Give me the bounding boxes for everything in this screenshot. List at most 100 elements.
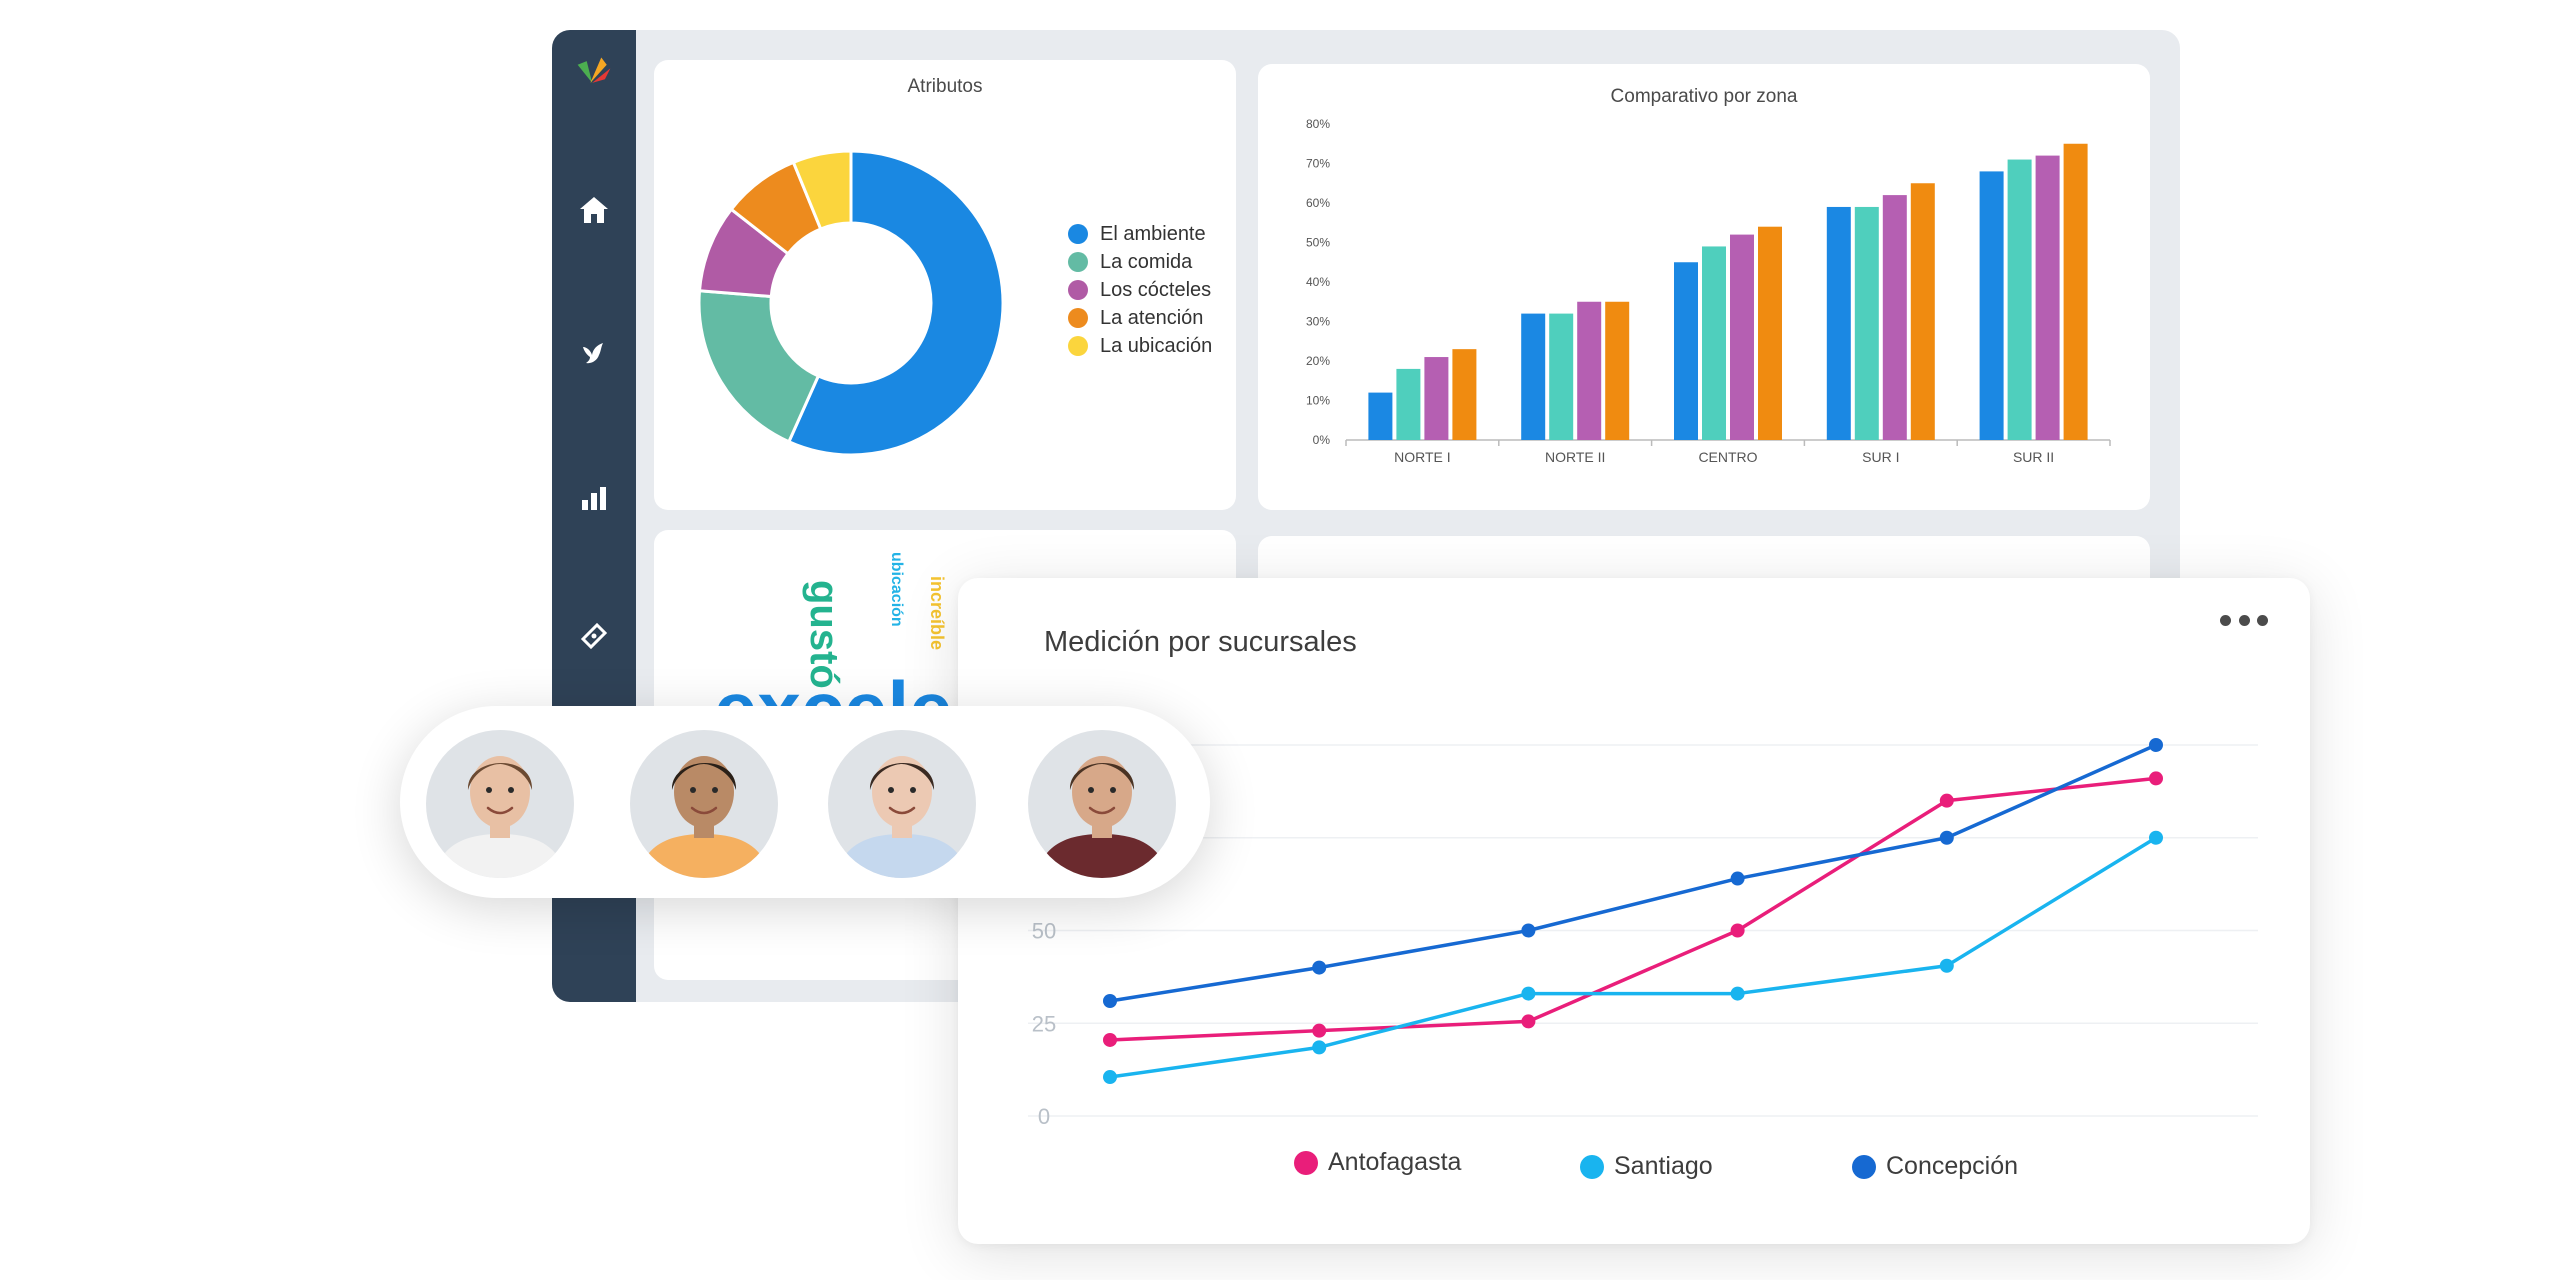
legend-antofagasta[interactable]: Antofagasta (1294, 1148, 1461, 1177)
bar[interactable] (1452, 349, 1477, 440)
avatar-shirt (1036, 834, 1168, 878)
legend-dot (1068, 224, 1088, 244)
bird-icon[interactable] (574, 332, 614, 372)
avatar-shirt (638, 834, 770, 878)
donut-slice[interactable] (786, 149, 1005, 457)
data-point[interactable] (2149, 830, 2163, 845)
bar[interactable] (1424, 357, 1449, 440)
avatar-smile (888, 806, 916, 815)
avatar-eye (486, 787, 492, 793)
legend-item[interactable]: La atención (1068, 304, 1212, 332)
legend-concepcion[interactable]: Concepción (1852, 1152, 2018, 1181)
ticket-icon[interactable] (574, 616, 614, 656)
data-point[interactable] (2149, 738, 2163, 752)
data-point[interactable] (1730, 923, 1745, 938)
bar[interactable] (2035, 155, 2060, 440)
bar[interactable] (1758, 226, 1782, 440)
wordcloud-word: increíble (927, 576, 947, 651)
legend-item[interactable]: Los cócteles (1068, 276, 1212, 304)
avatar-smile (690, 806, 718, 815)
legend-label: La comida (1100, 250, 1193, 273)
bar[interactable] (2063, 143, 2088, 440)
data-point[interactable] (1521, 986, 1536, 1001)
y-tick-label: 0 (1038, 1104, 1050, 1129)
bar[interactable] (1882, 195, 1907, 440)
data-point[interactable] (1103, 1032, 1117, 1047)
data-point[interactable] (1103, 1070, 1117, 1085)
avatar-shirt (434, 834, 566, 878)
avatar[interactable] (1028, 730, 1176, 878)
data-point[interactable] (2149, 771, 2163, 786)
legend-santiago[interactable]: Santiago (1580, 1152, 1713, 1181)
legend-label: Santiago (1614, 1152, 1713, 1180)
y-tick-label: 30% (1306, 315, 1330, 329)
legend-label: La atención (1100, 306, 1204, 329)
more-options-icon[interactable] (2220, 608, 2268, 632)
avatar-eye (508, 787, 514, 793)
y-tick-label: 0% (1313, 433, 1331, 447)
data-point[interactable] (1730, 986, 1745, 1001)
x-tick-label: SUR II (2013, 449, 2054, 465)
bar[interactable] (1396, 368, 1421, 440)
bar[interactable] (1826, 206, 1851, 440)
bar[interactable] (1674, 262, 1698, 440)
bar-chart-icon[interactable] (574, 478, 614, 518)
bar[interactable] (1910, 183, 1935, 440)
bar[interactable] (1549, 313, 1574, 440)
home-icon[interactable] (574, 190, 614, 230)
donut-slice[interactable] (697, 289, 821, 444)
data-point[interactable] (1521, 923, 1536, 938)
logo-icon[interactable] (574, 52, 614, 92)
legend-item[interactable]: La comida (1068, 248, 1212, 276)
x-tick-label: CENTRO (1698, 449, 1757, 465)
donut-legend: El ambiente La comida Los cócteles La atenc… (1068, 220, 1212, 360)
zone-title: Comparativo por zona (1610, 86, 1798, 107)
y-tick-label: 80% (1306, 117, 1330, 131)
bar[interactable] (1730, 234, 1754, 440)
bar[interactable] (1368, 392, 1393, 440)
avatar[interactable] (426, 730, 574, 878)
series-line[interactable] (1109, 776, 2157, 1042)
bar[interactable] (1702, 246, 1726, 440)
team-avatars (400, 706, 1210, 898)
series-line[interactable] (1109, 836, 2157, 1079)
y-tick-label: 60% (1306, 196, 1330, 210)
legend-label: Concepción (1886, 1152, 2019, 1180)
data-point[interactable] (1939, 830, 1954, 845)
legend-label: Los cócteles (1100, 278, 1212, 301)
data-point[interactable] (1521, 1014, 1536, 1029)
bar[interactable] (1577, 301, 1602, 440)
avatar-eye (712, 787, 718, 793)
avatar-eye (690, 787, 696, 793)
data-point[interactable] (1103, 993, 1117, 1008)
data-point[interactable] (1312, 1040, 1327, 1055)
legend-dot (1294, 1150, 1318, 1175)
data-point[interactable] (1312, 960, 1327, 975)
data-point[interactable] (1939, 793, 1954, 808)
series-line[interactable] (1109, 743, 2157, 1003)
avatar[interactable] (828, 730, 976, 878)
bar[interactable] (1605, 301, 1630, 440)
data-point[interactable] (1312, 1023, 1327, 1038)
data-point[interactable] (1730, 871, 1745, 886)
avatar[interactable] (630, 730, 778, 878)
wordcloud-word: ubicación (888, 552, 905, 627)
y-tick-label: 40% (1306, 275, 1330, 289)
legend-dot (1580, 1154, 1604, 1179)
legend-item[interactable]: La ubicación (1068, 332, 1212, 360)
bar[interactable] (2007, 159, 2032, 441)
bar[interactable] (1979, 171, 2004, 440)
y-tick-label: 70% (1306, 157, 1330, 171)
attributes-card: Atributos El ambiente La comida Los cóctel… (654, 60, 1236, 510)
avatar-face (470, 756, 530, 828)
bar[interactable] (1521, 313, 1546, 440)
bar[interactable] (1854, 206, 1879, 440)
legend-dot (1068, 308, 1088, 328)
legend-dot (1068, 252, 1088, 272)
branches-card: Medición por sucursales 0 25 50 Antofagast… (958, 578, 2310, 1244)
donut-slice[interactable] (791, 149, 853, 231)
data-point[interactable] (1939, 958, 1954, 973)
legend-item[interactable]: El ambiente (1068, 220, 1212, 248)
zone-comparison-card: Comparativo por zona 0% 10% 20% 30% 40% 50% 60… (1258, 64, 2150, 562)
x-tick-label: NORTE I (1394, 449, 1451, 465)
